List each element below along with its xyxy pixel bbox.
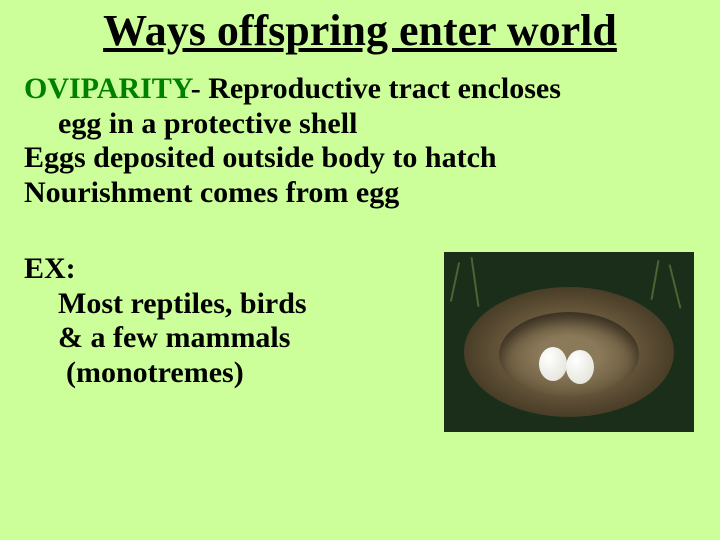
example-text: EX: Most reptiles, birds & a few mammals…	[24, 252, 444, 390]
egg-icon	[566, 350, 594, 384]
ex-line-3: (monotremes)	[24, 356, 444, 391]
egg-icon	[539, 347, 567, 381]
definition-line-2: egg in a protective shell	[24, 107, 700, 142]
example-block: EX: Most reptiles, birds & a few mammals…	[20, 252, 700, 432]
term-oviparity: OVIPARITY	[24, 72, 191, 105]
ex-line-2: & a few mammals	[24, 321, 444, 356]
slide-title: Ways offspring enter world	[20, 8, 700, 54]
definition-line-1: OVIPARITY- Reproductive tract encloses	[24, 72, 700, 107]
body-block: OVIPARITY- Reproductive tract encloses e…	[24, 72, 700, 210]
ex-label: EX:	[24, 252, 444, 287]
slide-container: Ways offspring enter world OVIPARITY- Re…	[0, 0, 720, 540]
nest-image	[444, 252, 694, 432]
definition-line-3: Eggs deposited outside body to hatch	[24, 141, 700, 176]
ex-line-1: Most reptiles, birds	[24, 287, 444, 322]
line1-rest: - Reproductive tract encloses	[191, 72, 561, 105]
definition-line-4: Nourishment comes from egg	[24, 176, 700, 211]
